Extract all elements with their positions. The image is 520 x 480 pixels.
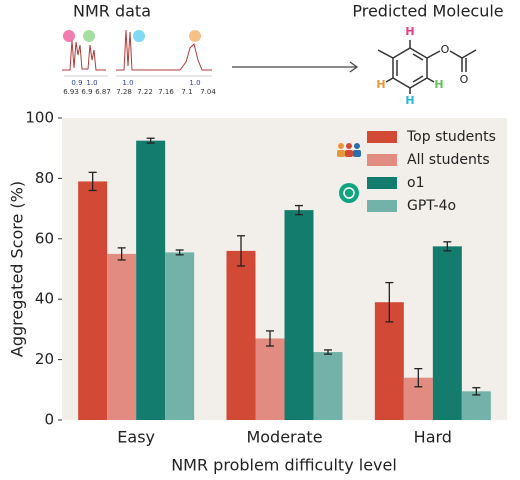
bar [461, 391, 491, 420]
error-bar [414, 368, 423, 388]
spectrum-tick: 7.28 [116, 88, 132, 96]
legend-label: o1 [407, 175, 424, 191]
people-icon [354, 143, 360, 149]
legend-label: GPT-4o [407, 198, 456, 214]
legend-swatch [367, 154, 397, 166]
y-tick-label: 100 [25, 109, 54, 127]
y-tick-label: 20 [35, 350, 54, 368]
nmr-label: NMR data [73, 2, 151, 21]
openai-icon [343, 187, 355, 199]
y-axis-label: Aggregated Score (%) [8, 181, 27, 357]
spectrum-tick: 6.9 [81, 88, 92, 96]
y-tick-label: 0 [44, 411, 54, 429]
bar [136, 140, 166, 420]
legend-swatch [367, 131, 397, 143]
molecule-label: Predicted Molecule [352, 2, 503, 21]
people-icon [346, 143, 352, 149]
legend-label: Top students [406, 129, 496, 145]
error-bar [237, 235, 245, 267]
bar [78, 181, 108, 420]
peak-markers [63, 30, 201, 42]
legend-swatch [367, 200, 397, 212]
openai-icon [339, 183, 359, 203]
integral: 1.0 [86, 79, 97, 87]
error-bar [117, 247, 126, 261]
people-icon [337, 150, 345, 157]
legend-label: All students [407, 152, 490, 168]
x-tick-label: Hard [414, 428, 452, 447]
spectrum-tick: 6.93 [63, 88, 79, 96]
spectrum-tick: 7.04 [200, 88, 216, 96]
x-axis-label: NMR problem difficulty level [171, 456, 397, 475]
marks [78, 137, 491, 420]
atom: O [441, 43, 450, 56]
bar [284, 210, 314, 420]
molecule [377, 40, 477, 94]
spectrum-tick: 7.1 [181, 88, 192, 96]
integral: 1.0 [189, 79, 200, 87]
legend: Top students All students o1 GPT-4o [337, 129, 496, 214]
spectrum-tick: 7.16 [158, 88, 174, 96]
spectrum [62, 29, 212, 71]
error-bar [472, 387, 481, 396]
legend-swatch [367, 177, 397, 189]
atom: H [405, 94, 414, 107]
x-tick-label: Easy [117, 428, 155, 447]
integral: 1.0 [122, 79, 133, 87]
bar [226, 250, 256, 420]
integral: 0.9 [71, 79, 82, 87]
error-bar [88, 171, 97, 192]
atom: O [460, 73, 469, 86]
y-tick-label: 60 [35, 229, 54, 247]
legend-icons [337, 143, 361, 203]
error-bar [146, 137, 155, 144]
error-bar [443, 241, 452, 252]
error-bar [324, 349, 332, 355]
y-tick-label: 80 [35, 169, 54, 187]
bar [432, 246, 462, 420]
arrow [232, 61, 359, 73]
error-bar [385, 281, 394, 323]
people-icon [338, 143, 344, 149]
x-tick-label: Moderate [246, 428, 322, 447]
atom: H [376, 78, 385, 91]
atom: H [405, 25, 414, 38]
bar [107, 253, 137, 420]
bar [165, 252, 195, 420]
error-bar [266, 330, 274, 347]
people-icon [345, 150, 353, 157]
error-bar [295, 204, 303, 216]
y-tick-label: 40 [35, 290, 54, 308]
spectrum-tick: 7.22 [137, 88, 153, 96]
error-bar [175, 249, 184, 256]
people-icon [353, 150, 361, 157]
spectrum-tick: 6.87 [95, 88, 111, 96]
bar [313, 352, 343, 420]
atom: H [434, 78, 443, 91]
bar [255, 338, 285, 420]
